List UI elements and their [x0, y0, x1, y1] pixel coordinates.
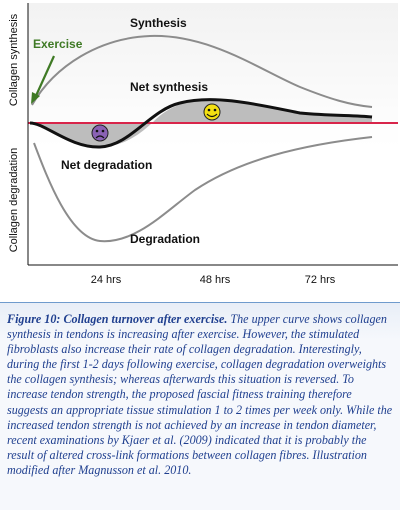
figure-canvas: Collagen synthesis Collagen degradation … — [8, 3, 398, 286]
degradation-label: Degradation — [130, 232, 200, 246]
net-synthesis-label: Net synthesis — [130, 80, 208, 94]
sad-face-icon — [91, 124, 109, 142]
y-axis-top-label: Collagen synthesis — [8, 13, 20, 106]
collagen-turnover-figure: Collagen synthesis Collagen degradation … — [8, 3, 398, 286]
happy-face-icon — [203, 103, 221, 121]
caption-title: Figure 10: Collagen turnover after exerc… — [7, 312, 228, 326]
figure-caption: Figure 10: Collagen turnover after exerc… — [0, 302, 400, 510]
exercise-label: Exercise — [33, 37, 83, 51]
net-degradation-label: Net degradation — [61, 158, 152, 172]
y-axis-bottom-label: Collagen degradation — [8, 148, 20, 253]
x-tick-label: 24 hrs — [91, 274, 122, 286]
caption-text: The upper curve shows collagen synthesis… — [7, 312, 393, 477]
synthesis-label: Synthesis — [130, 16, 187, 30]
x-tick-label: 48 hrs — [200, 274, 231, 286]
exercise-arrow-icon — [31, 55, 56, 104]
x-tick-label: 72 hrs — [305, 274, 336, 286]
degradation-curve — [33, 136, 373, 243]
net-curve — [29, 98, 373, 149]
synthesis-curve — [31, 34, 373, 108]
